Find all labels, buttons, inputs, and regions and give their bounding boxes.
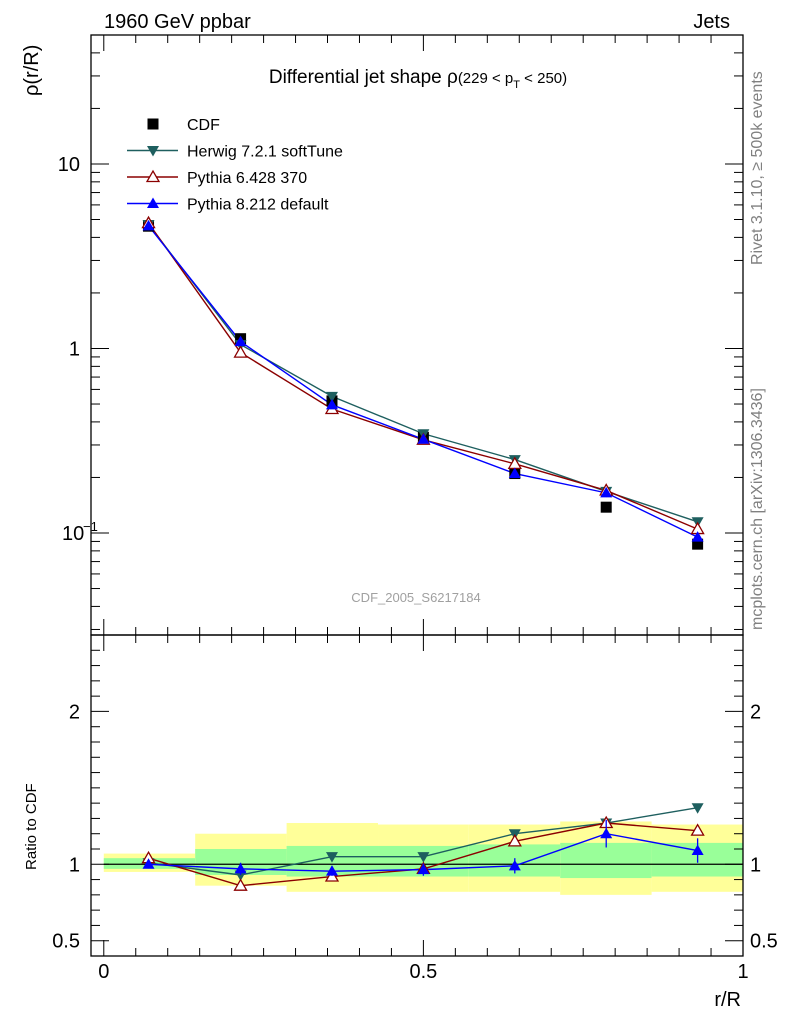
main-data-point	[325, 391, 338, 403]
ratio-data-point	[508, 859, 521, 871]
main-title-range-end: < 250)	[520, 70, 567, 87]
legend-label: CDF	[187, 117, 220, 134]
main-series-line	[147, 225, 698, 538]
ratio-data-point	[600, 827, 613, 839]
header-collider: 1960 GeV ppbar	[104, 11, 251, 33]
legend-marker	[147, 118, 159, 130]
side-label-rivet: Rivet 3.1.10, ≥ 500k events	[749, 71, 766, 265]
ratio-data-point	[691, 803, 704, 814]
ratio-data-point	[507, 834, 522, 847]
ratio-data-point	[325, 865, 338, 876]
ratio-data-point	[233, 878, 248, 891]
main-data-point	[325, 398, 338, 410]
header-process: Jets	[693, 11, 730, 33]
main-data-point	[417, 433, 430, 444]
main-title-pt-subscript: T	[513, 79, 520, 91]
x-tick-label: 0	[98, 961, 109, 983]
ratio-y-tick-label-right: 2	[750, 701, 761, 723]
main-title-text: Differential jet shape	[269, 67, 447, 88]
watermark: CDF_2005_S6217184	[351, 590, 480, 605]
ratio-y-tick-label: 0.5	[52, 931, 80, 953]
ratio-y-tick-label-right: 1	[750, 854, 761, 876]
x-tick-label: 1	[737, 961, 748, 983]
main-series-line	[147, 224, 698, 523]
legend-marker	[147, 146, 159, 157]
ratio-y-tick-label: 1	[69, 854, 80, 876]
ratio-y-tick-label-right: 0.5	[750, 931, 778, 953]
main-data-point	[600, 486, 613, 498]
ratio-y-axis-label: Ratio to CDF	[23, 783, 40, 870]
ratio-data-point	[691, 844, 704, 856]
side-label-mcplots: mcplots.cern.ch [arXiv:1306.3436]	[749, 388, 766, 630]
main-data-point	[691, 531, 704, 542]
legend: CDF Herwig 7.2.1 softTune Pythia 6.428 370…	[127, 117, 343, 214]
ratio-data-point	[690, 823, 705, 836]
legend-marker	[147, 197, 159, 208]
legend-marker	[145, 169, 161, 183]
ratio-frame	[90, 634, 744, 957]
main-series-line	[147, 222, 698, 530]
ratio-panel: 2 21 10.5 0.5 0 0.5 1 Ratio to CDF r/R	[23, 634, 778, 1011]
main-title: Differential jet shape ρ(229 < pT < 250)	[269, 67, 567, 91]
main-data-point	[233, 345, 248, 358]
ratio-y-tick-label: 2	[69, 701, 80, 723]
main-data-point	[234, 335, 247, 347]
main-title-range: (229 < p	[458, 70, 513, 87]
x-tick-label: 0.5	[409, 961, 437, 983]
ratio-data-point	[325, 852, 338, 863]
main-data-point	[692, 538, 704, 550]
x-axis-label: r/R	[714, 989, 741, 1011]
main-y-tick-label: 1	[69, 338, 80, 360]
main-y-tick-label: 10	[62, 523, 84, 545]
main-y-tick-label: 10	[58, 154, 80, 176]
main-panel: Differential jet shape ρ(229 < pT < 250)…	[21, 34, 744, 636]
main-data-point	[508, 467, 521, 479]
legend-label: Pythia 8.212 default	[187, 197, 329, 214]
main-data-point	[142, 219, 155, 231]
ratio-band-inner	[560, 842, 652, 879]
main-title-rho: ρ	[447, 67, 458, 88]
ratio-data-point	[142, 858, 155, 869]
ratio-data-point	[234, 862, 247, 874]
main-y-axis-label: ρ(r/R)	[21, 45, 43, 96]
ratio-data-point	[417, 863, 430, 875]
ratio-data-point	[417, 852, 430, 863]
main-data-point	[600, 501, 612, 513]
ratio-data-point	[324, 869, 340, 882]
legend-label: Pythia 6.428 370	[187, 170, 307, 187]
legend-label: Herwig 7.2.1 softTune	[187, 144, 343, 161]
